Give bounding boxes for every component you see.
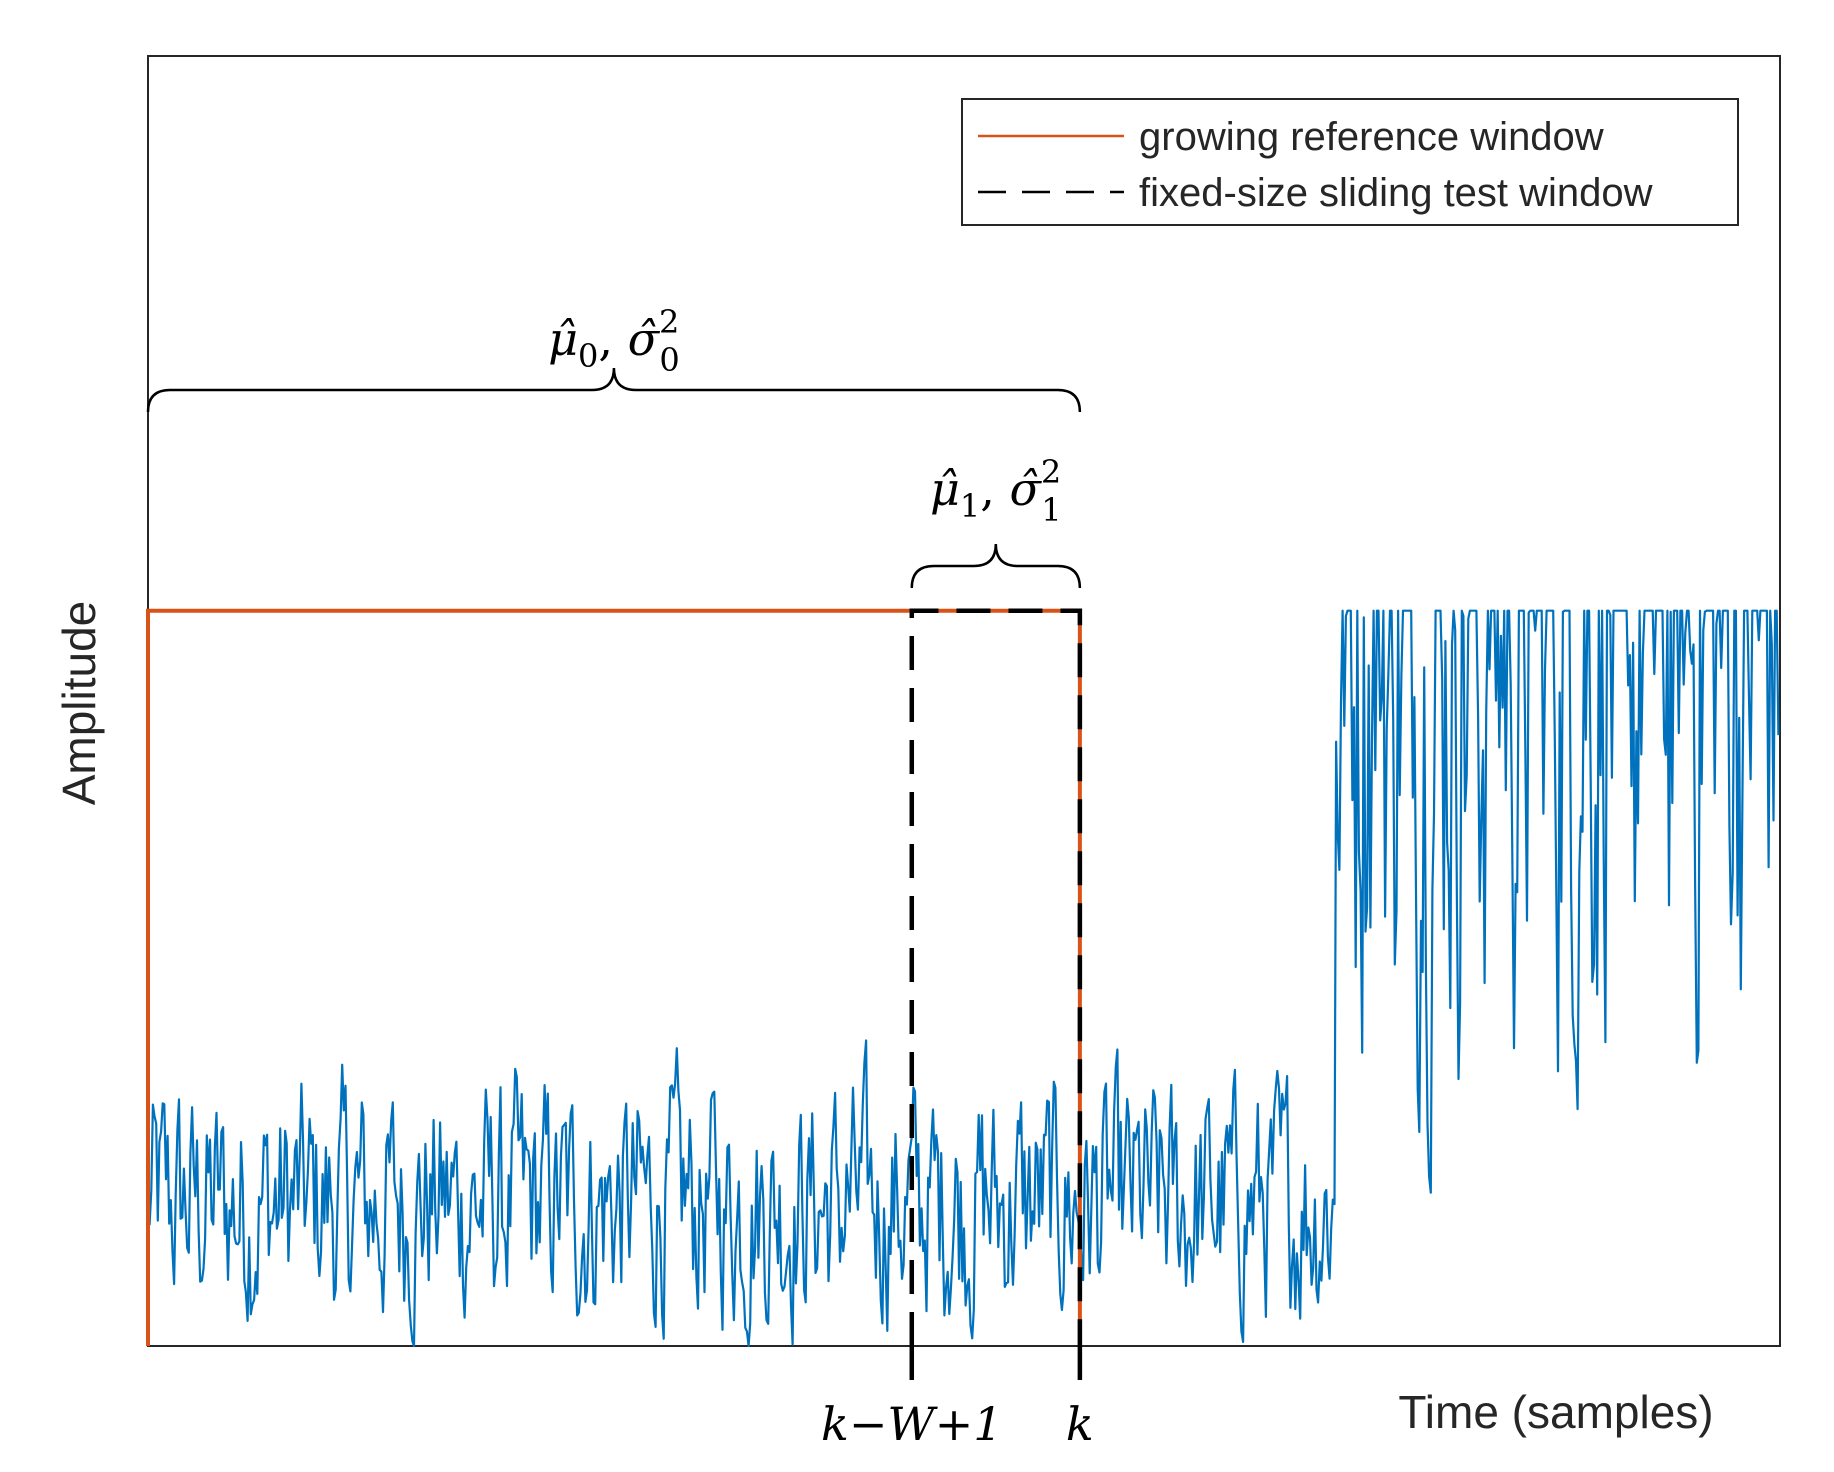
reference-brace — [146, 367, 1082, 413]
y-axis-label: Amplitude — [53, 601, 105, 806]
tick-label-k: k — [1066, 1397, 1094, 1451]
legend-label-test: fixed-size sliding test window — [1139, 171, 1653, 215]
reference-estimate-label: μ̂0, σ̂2 0 — [548, 303, 680, 379]
test-window — [909, 608, 1083, 1346]
legend-label-reference: growing reference window — [1139, 115, 1604, 159]
signal-series — [146, 609, 1780, 1348]
legend: growing reference window fixed-size slid… — [961, 98, 1739, 226]
test-estimate-label: μ̂1, σ̂2 1 — [930, 453, 1062, 529]
x-axis-label: Time (samples) — [1398, 1386, 1713, 1438]
tick-label-k-minus-w-plus-1: k−W+1 — [821, 1397, 1003, 1451]
test-brace — [910, 543, 1082, 589]
legend-box — [961, 98, 1739, 226]
